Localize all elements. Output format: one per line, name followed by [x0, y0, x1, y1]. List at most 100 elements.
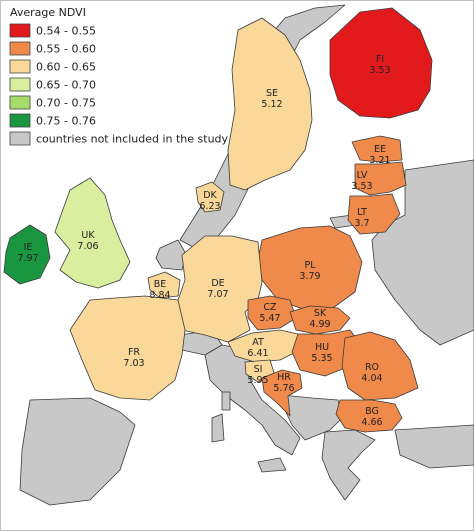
label-FI-value: 3.53	[369, 65, 390, 76]
sicily-shape	[257, 457, 287, 473]
label-EE-value: 3.21	[369, 155, 390, 166]
svg-text:HR5.76: HR 5.76	[273, 372, 294, 394]
country-FI[interactable]	[329, 7, 433, 119]
country-LT[interactable]	[347, 193, 401, 235]
label-LT-code: LT	[357, 207, 367, 218]
legend: Average NDVI 0.54 - 0.55 0.55 - 0.60 0.60 …	[4, 4, 229, 156]
country-EE[interactable]	[351, 135, 403, 163]
country-SK[interactable]	[289, 305, 351, 335]
label-FI-code: FI	[376, 54, 384, 65]
svg-text:AT6.41: AT 6.41	[247, 337, 268, 359]
label-AT-value: 6.41	[247, 348, 268, 359]
label-RO-value: 4.04	[361, 373, 382, 384]
legend-swatch	[9, 77, 31, 92]
label-BG-value: 4.66	[361, 417, 382, 428]
label-SE-value: 5.12	[261, 99, 282, 110]
svg-text:LV3.53: LV 3.53	[351, 170, 372, 192]
legend-title: Average NDVI	[10, 6, 86, 19]
svg-text:FI3.53: FI 3.53	[369, 54, 390, 76]
label-BG-code: BG	[365, 406, 379, 417]
label-BE-value: 8.84	[149, 290, 170, 301]
label-CZ-code: CZ	[263, 302, 277, 313]
svg-text:HU5.35: HU 5.35	[311, 342, 332, 364]
legend-label: 0.65 - 0.70	[36, 79, 96, 92]
country-DK[interactable]	[195, 181, 225, 213]
legend-label: 0.55 - 0.60	[36, 43, 96, 56]
svg-text:PL3.79: PL 3.79	[299, 260, 320, 282]
svg-text:EE3.21: EE 3.21	[369, 144, 390, 166]
country-LV[interactable]	[354, 161, 407, 196]
svg-text:BG4.66: BG 4.66	[361, 406, 382, 428]
label-SK-value: 4.99	[309, 319, 330, 330]
legend-swatch	[9, 131, 31, 146]
label-SI-value: 5.95	[247, 375, 268, 386]
label-PL-code: PL	[304, 260, 316, 271]
svg-text:DK6.23: DK 6.23	[199, 190, 220, 212]
label-LV-value: 3.53	[351, 181, 372, 192]
legend-label: countries not included in the study	[36, 133, 229, 146]
label-DK-value: 6.23	[199, 201, 220, 212]
label-PL-value: 3.79	[299, 271, 320, 282]
country-HR[interactable]	[261, 369, 303, 417]
legend-swatch	[9, 59, 31, 74]
country-FR[interactable]	[69, 295, 186, 401]
label-SI-code: SI	[254, 364, 263, 375]
turkey-shape	[394, 424, 474, 469]
label-IE-code: IE	[24, 242, 33, 253]
country-CZ[interactable]	[247, 295, 297, 331]
label-AT-code: AT	[252, 337, 264, 348]
label-HU-code: HU	[315, 342, 329, 353]
label-HR-code: HR	[277, 372, 291, 383]
legend-label: 0.60 - 0.65	[36, 61, 96, 74]
label-FR-value: 7.03	[123, 358, 144, 369]
country-labels: FI 3.53 SE 5.12 EE 3.21 LV 3.53 LT 3.7 DK 6.23…	[17, 54, 390, 428]
iberia-shape	[19, 397, 136, 506]
label-LT-value: 3.7	[354, 218, 369, 229]
legend-swatch	[9, 41, 31, 56]
legend-background	[4, 4, 216, 156]
svg-text:SE5.12: SE 5.12	[261, 88, 282, 110]
legend-label: 0.70 - 0.75	[36, 97, 96, 110]
included-countries	[3, 7, 433, 433]
sardinia-shape	[211, 413, 225, 443]
label-IE-value: 7.97	[17, 253, 38, 264]
netherlands-shape	[155, 239, 187, 271]
label-LV-code: LV	[357, 170, 368, 181]
country-IE[interactable]	[3, 224, 51, 285]
svg-text:CZ5.47: CZ 5.47	[259, 302, 280, 324]
balkans-shape	[281, 394, 343, 441]
label-DK-code: DK	[203, 190, 217, 201]
country-SE[interactable]	[227, 17, 313, 191]
legend-label: 0.75 - 0.76	[36, 115, 96, 128]
svg-text:DE7.07: DE 7.07	[207, 278, 228, 300]
legend-swatch	[9, 113, 31, 128]
svg-text:UK7.06: UK 7.06	[77, 230, 98, 252]
greece-shape	[321, 429, 376, 501]
svg-text:FR7.03: FR 7.03	[123, 347, 144, 369]
svg-text:LT3.7: LT 3.7	[354, 207, 369, 229]
country-UK[interactable]	[54, 177, 131, 289]
label-SK-code: SK	[314, 308, 327, 319]
label-SE-code: SE	[266, 88, 278, 99]
country-BG[interactable]	[335, 399, 403, 433]
legend-label: 0.54 - 0.55	[36, 25, 96, 38]
svg-text:SI5.95: SI 5.95	[247, 364, 268, 386]
legend-swatch	[9, 95, 31, 110]
country-RO[interactable]	[341, 331, 419, 401]
svg-text:BE8.84: BE 8.84	[149, 279, 170, 301]
legend-items: 0.54 - 0.55 0.55 - 0.60 0.60 - 0.65 0.65 - …	[9, 23, 229, 146]
label-DE-code: DE	[211, 278, 224, 289]
label-DE-value: 7.07	[207, 289, 228, 300]
legend-swatch	[9, 23, 31, 38]
label-HR-value: 5.76	[273, 383, 294, 394]
country-BE[interactable]	[147, 271, 181, 299]
svg-text:SK4.99: SK 4.99	[309, 308, 330, 330]
label-UK-code: UK	[81, 230, 95, 241]
label-RO-code: RO	[365, 362, 379, 373]
label-CZ-value: 5.47	[259, 313, 280, 324]
label-UK-value: 7.06	[77, 241, 98, 252]
label-HU-value: 5.35	[311, 353, 332, 364]
label-BE-code: BE	[154, 279, 167, 290]
label-FR-code: FR	[128, 347, 140, 358]
